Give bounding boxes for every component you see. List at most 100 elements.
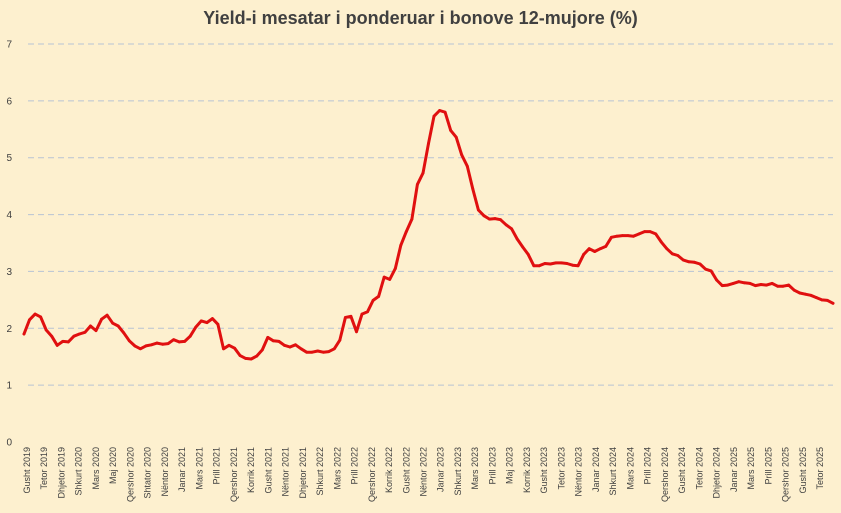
data-point xyxy=(138,347,142,351)
data-point xyxy=(465,164,469,168)
data-point xyxy=(593,250,597,253)
x-tick-label: Prill 2025 xyxy=(763,447,773,485)
data-point xyxy=(632,234,635,238)
data-point xyxy=(715,278,719,282)
x-tick-label: Nëntor 2021 xyxy=(281,447,291,497)
x-tick-label: Maj 2020 xyxy=(108,447,118,484)
data-point xyxy=(676,254,680,257)
data-point xyxy=(338,338,342,342)
data-point xyxy=(532,264,536,268)
data-point xyxy=(643,230,647,234)
data-point xyxy=(482,214,486,218)
data-point xyxy=(471,187,475,191)
data-point xyxy=(438,109,441,112)
x-tick-label: Gusht 2024 xyxy=(677,447,687,494)
data-point xyxy=(188,334,192,338)
data-point xyxy=(399,243,403,247)
x-tick-label: Prill 2024 xyxy=(643,447,653,485)
data-point xyxy=(726,283,730,287)
data-point xyxy=(765,283,768,287)
data-point xyxy=(504,223,508,227)
data-point xyxy=(693,260,696,264)
data-point xyxy=(260,348,264,352)
data-point xyxy=(177,340,181,344)
data-point xyxy=(609,235,613,239)
x-tick-label: Shkurt 2022 xyxy=(315,447,325,496)
x-tick-label: Janar 2025 xyxy=(729,447,739,492)
data-point xyxy=(637,232,641,236)
x-tick-label: Qershor 2021 xyxy=(229,447,239,502)
data-point xyxy=(576,264,580,268)
data-point xyxy=(549,262,552,266)
data-point xyxy=(111,321,115,325)
data-point xyxy=(61,339,65,343)
y-tick-label: 0 xyxy=(6,438,12,449)
data-point xyxy=(22,332,26,336)
data-point xyxy=(105,313,109,317)
data-point xyxy=(460,153,464,157)
data-point xyxy=(604,245,608,248)
x-tick-label: Janar 2023 xyxy=(436,447,446,492)
data-point xyxy=(28,318,31,322)
data-point xyxy=(681,258,685,262)
data-point xyxy=(183,339,187,343)
data-point xyxy=(216,322,220,326)
data-point xyxy=(44,328,48,332)
y-axis: 0 1 2 3 4 5 6 7 xyxy=(6,40,12,449)
data-point xyxy=(476,208,480,212)
data-point xyxy=(826,299,829,302)
x-tick-label: Prill 2021 xyxy=(212,447,222,485)
data-point xyxy=(244,357,248,360)
data-point xyxy=(526,252,530,256)
x-tick-label: Shkurt 2020 xyxy=(74,447,84,496)
data-point xyxy=(327,350,331,353)
data-point xyxy=(321,350,325,354)
data-point xyxy=(288,345,292,349)
x-tick-label: Mars 2020 xyxy=(91,447,101,490)
y-tick-label: 7 xyxy=(6,40,12,51)
data-point xyxy=(222,347,225,351)
data-point xyxy=(659,240,663,244)
data-point xyxy=(416,183,419,186)
x-tick-label: Prill 2022 xyxy=(350,447,360,485)
data-point xyxy=(792,288,796,292)
data-point xyxy=(449,129,453,132)
x-tick-label: Qershor 2022 xyxy=(367,447,377,502)
data-point xyxy=(332,347,336,351)
data-point xyxy=(133,344,137,348)
x-tick-label: Qershor 2020 xyxy=(125,447,135,502)
data-point xyxy=(33,312,37,316)
x-tick-label: Gusht 2021 xyxy=(263,447,273,494)
x-tick-label: Prill 2023 xyxy=(487,447,497,485)
data-point xyxy=(615,234,619,238)
data-point xyxy=(371,299,375,302)
y-tick-label: 3 xyxy=(6,267,12,278)
data-point xyxy=(144,344,148,348)
x-tick-label: Gusht 2025 xyxy=(798,447,808,494)
series-layer xyxy=(22,109,835,361)
data-point xyxy=(377,295,381,298)
data-point xyxy=(305,350,308,354)
data-point xyxy=(127,339,131,343)
data-point xyxy=(687,260,691,264)
data-point xyxy=(161,342,164,346)
data-point xyxy=(814,296,818,299)
data-point xyxy=(205,321,209,324)
x-tick-label: Tetor 2025 xyxy=(815,447,825,490)
data-point xyxy=(621,234,624,238)
data-point xyxy=(787,283,791,287)
x-tick-label: Mars 2023 xyxy=(470,447,480,490)
data-point xyxy=(39,315,43,319)
x-tick-label: Korrik 2021 xyxy=(246,447,256,493)
grid-lines xyxy=(28,43,833,386)
x-tick-label: Mars 2021 xyxy=(194,447,204,490)
data-point xyxy=(94,329,98,332)
x-tick-label: Mars 2025 xyxy=(746,447,756,490)
series-line xyxy=(22,109,835,361)
x-axis: Gusht 2019 Tetor 2019 Dhjetor 2019 Shkurt 2… xyxy=(22,447,825,502)
data-point xyxy=(731,281,735,285)
data-point xyxy=(199,319,203,323)
data-point xyxy=(759,283,763,286)
x-tick-label: Gusht 2022 xyxy=(401,447,411,494)
data-point xyxy=(238,354,242,357)
